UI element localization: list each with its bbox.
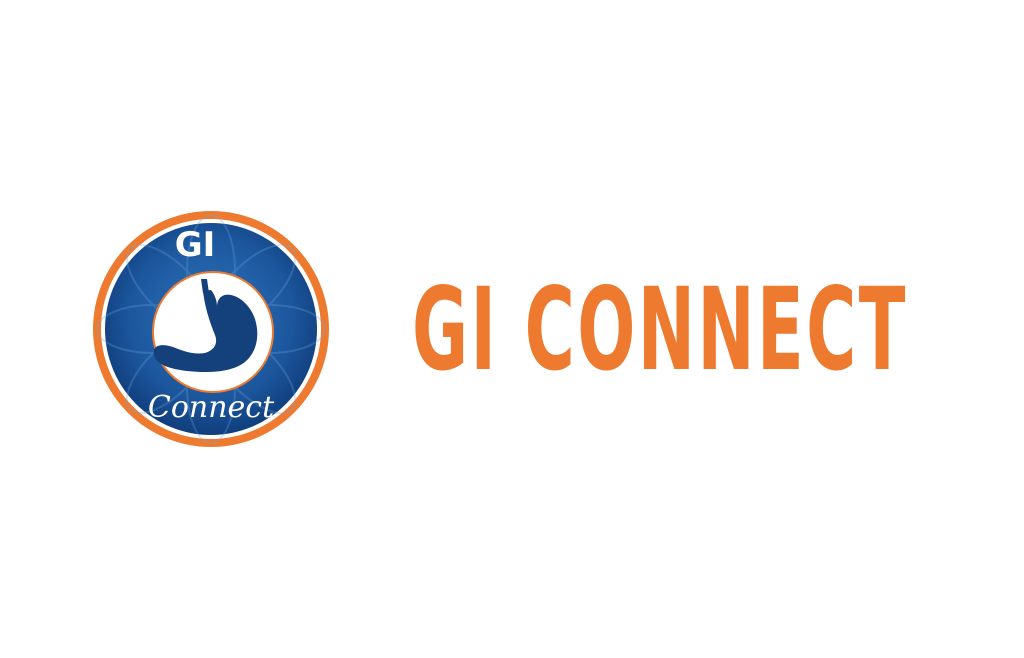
stomach-icon [153,290,258,373]
gi-connect-logo: GI Connect [91,209,331,449]
wordmark-title: GI CONNECT [412,263,908,396]
logo-badge: GI Connect [93,211,329,447]
badge-top-text: GI [175,225,216,265]
stomach-esophagus [201,279,209,293]
badge-script-text: Connect [148,390,275,425]
